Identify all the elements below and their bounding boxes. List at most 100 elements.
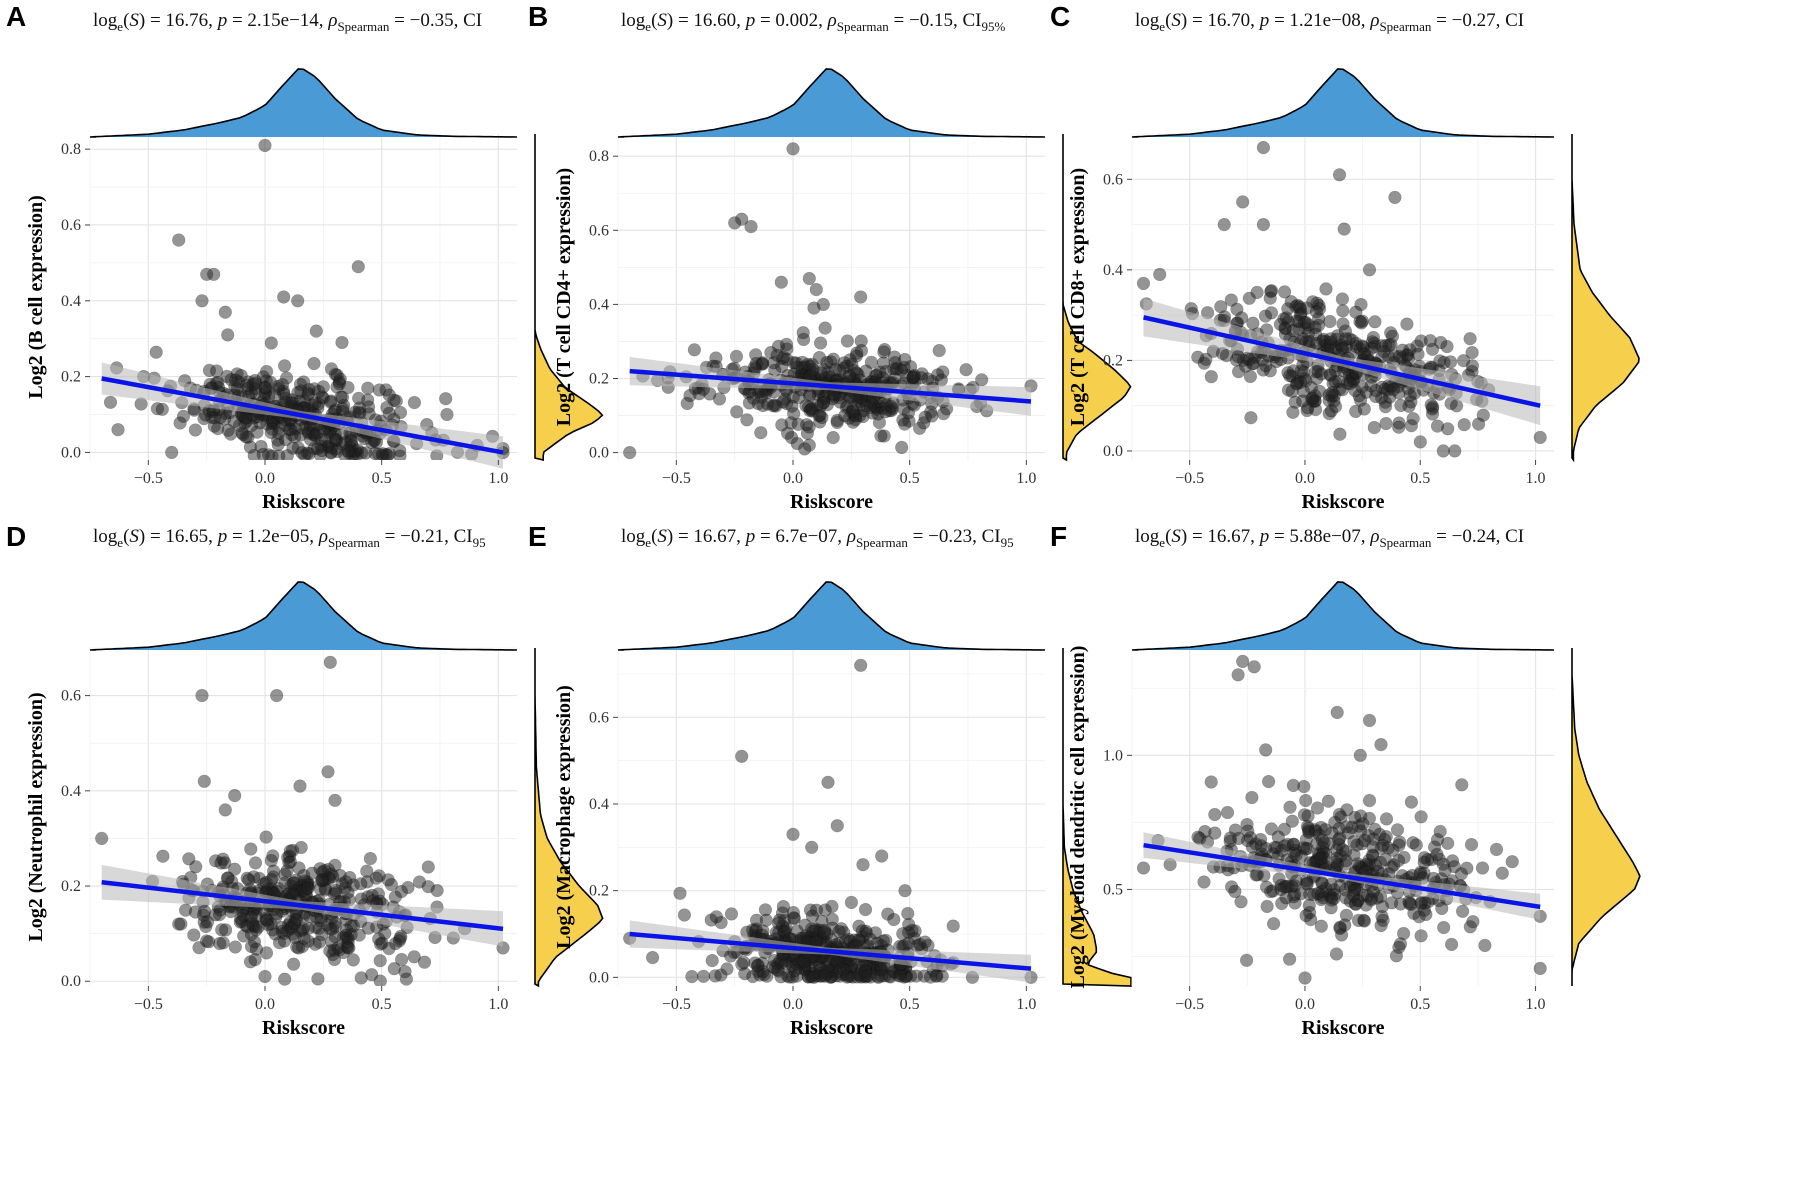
panel-d-point <box>284 920 299 934</box>
panel-f-point <box>1392 838 1406 852</box>
panel-f-point <box>1393 897 1408 911</box>
panel-b-point <box>884 404 899 418</box>
panel-c-point <box>1297 365 1311 379</box>
panel-c-point <box>1332 374 1346 389</box>
panel-a-point <box>229 373 243 387</box>
panel-d-top-density <box>89 581 518 651</box>
panel-a-point <box>328 367 343 382</box>
panel-b-point <box>876 356 891 370</box>
panel-f-point <box>1495 866 1509 880</box>
panel-d-point <box>336 945 351 960</box>
panel-c-point <box>1230 302 1244 316</box>
panel-f-point <box>1315 884 1329 899</box>
panel-a-point <box>332 375 346 389</box>
panel-b-point <box>903 360 918 374</box>
panel-f-point <box>1316 851 1331 865</box>
panel-b-point <box>764 346 778 360</box>
panel-d-point <box>286 876 301 891</box>
panel-b-point <box>775 352 789 366</box>
panel-e-xtick-label: 0.5 <box>900 996 920 1013</box>
panel-e-point <box>789 957 803 971</box>
panel-e-point <box>821 955 835 969</box>
panel-c-point <box>1317 332 1331 347</box>
panel-b-point <box>795 361 809 375</box>
panel-e-point <box>832 955 847 970</box>
panel-c-point <box>1281 302 1295 316</box>
panel-b-point <box>936 365 950 379</box>
panel-f-point <box>1379 812 1394 826</box>
panel-b-point <box>845 357 859 371</box>
panel-f-point <box>1375 899 1389 914</box>
panel-b-point <box>906 371 920 385</box>
panel-f-point <box>1236 654 1250 669</box>
panel-e-point <box>797 955 811 969</box>
panel-c-point <box>1315 334 1329 348</box>
panel-e-point <box>899 969 914 983</box>
panel-a-point <box>253 416 267 430</box>
panel-d-point <box>296 921 311 936</box>
panel-d-y-axis-title: Log2 (Neutrophil expression) <box>25 692 47 941</box>
panel-a-point <box>285 428 299 442</box>
panel-e-point <box>817 969 831 983</box>
panel-a-point <box>291 441 305 455</box>
panel-f-point <box>1302 905 1317 920</box>
panel-a-point <box>313 448 328 460</box>
panel-a-point <box>265 449 279 460</box>
panel-a-point <box>362 400 376 414</box>
panel-b-point <box>755 357 769 371</box>
panel-e-point <box>828 956 842 971</box>
panel-d-stats-rho_rest: = −0.21, CI <box>380 526 473 547</box>
panel-a-point <box>230 367 244 381</box>
panel-f-point <box>1240 833 1255 848</box>
panel-b-point <box>846 402 860 416</box>
panel-c-point <box>1392 420 1406 434</box>
panel-b-point <box>868 399 882 414</box>
panel-a-point <box>288 430 302 444</box>
panel-f-point <box>1374 841 1388 855</box>
panel-a-point <box>288 422 303 436</box>
panel-a-point <box>376 447 390 460</box>
panel-e-point <box>782 970 796 984</box>
panel-f-point <box>1330 705 1344 720</box>
panel-b-points <box>623 142 1038 460</box>
panel-d-points <box>95 655 510 986</box>
panel-d-point <box>365 968 379 982</box>
panel-f-point <box>1340 803 1354 817</box>
panel-c-point <box>1297 316 1311 330</box>
panel-f-point <box>1359 898 1373 912</box>
panel-a-point <box>271 379 285 393</box>
panel-d-point <box>260 913 274 927</box>
panel-c-point <box>1355 314 1369 328</box>
panel-b-point <box>817 391 831 405</box>
panel-f-point <box>1136 861 1151 875</box>
panel-f-stats-p_rest: = 5.88e−07, <box>1269 526 1370 547</box>
panel-d-point <box>382 941 396 956</box>
panel-c-point <box>1343 374 1357 388</box>
panel-d-point <box>392 934 406 948</box>
panel-c-point <box>1354 298 1368 312</box>
panel-a-point <box>250 425 264 439</box>
panel-f-point <box>1325 826 1339 840</box>
panel-a-point <box>293 394 307 408</box>
panel-e-point <box>779 957 794 971</box>
panel-e-point <box>935 969 949 983</box>
panel-f-point <box>1312 828 1327 842</box>
panel-f-point <box>1294 849 1308 864</box>
panel-f-point <box>1414 896 1428 911</box>
panel-a-point <box>210 364 224 378</box>
panel-a-point <box>248 376 263 390</box>
panel-d-point <box>301 878 315 892</box>
panel-b-point <box>806 404 820 418</box>
panel-d-point <box>219 923 233 937</box>
panel-a-point <box>245 418 259 433</box>
panel-b-point <box>870 402 885 417</box>
panel-d-point <box>399 972 414 986</box>
panel-d-point <box>321 765 335 779</box>
panel-e-point <box>850 970 864 984</box>
panel-c-point <box>1365 335 1379 349</box>
panel-c-point <box>1456 354 1471 368</box>
panel-a-point <box>309 428 323 442</box>
panel-f-point <box>1272 872 1286 886</box>
panel-b-point <box>799 399 813 413</box>
panel-c-point <box>1324 332 1338 346</box>
